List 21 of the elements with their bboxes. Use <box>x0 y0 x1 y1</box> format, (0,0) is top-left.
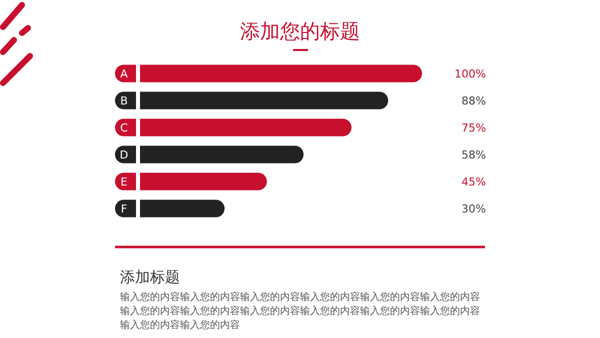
data-label: 100% <box>454 67 486 80</box>
bar <box>140 146 304 164</box>
text: 添加标题 <box>120 268 180 286</box>
y-tick-label: D <box>120 148 128 162</box>
data-label: 58% <box>462 148 486 162</box>
y-tick-label: E <box>120 175 128 188</box>
bar <box>140 118 352 136</box>
data-label: 45% <box>462 175 486 188</box>
y-tick-label: B <box>120 94 128 108</box>
bar <box>140 64 422 82</box>
bar <box>140 200 225 218</box>
text: 输入您的内容输入您的内容输入您的内容输入您的内容输入您的内容输入您的内容输入您的内容输入您的内容输入您的内容输入您的内容输入您的内容输入您的内容输入您的内容输入您的内容 <box>120 291 480 331</box>
data-label: 75% <box>462 121 486 134</box>
y-tick-label: F <box>120 202 128 216</box>
data-label: 30% <box>462 202 486 216</box>
y-tick-label: A <box>120 67 128 80</box>
bar <box>140 172 267 190</box>
y-tick-label: C <box>120 121 128 134</box>
bar <box>140 92 388 110</box>
data-label: 88% <box>462 94 486 108</box>
chart-title: 添加您的标题 <box>240 19 360 43</box>
